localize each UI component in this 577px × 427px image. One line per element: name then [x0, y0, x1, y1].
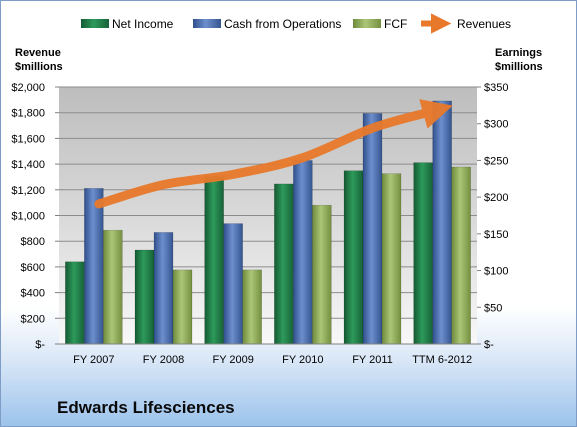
x-tick-label: TTM 6-2012 [412, 354, 472, 366]
x-tick-label: FY 2010 [282, 354, 323, 366]
left-tick-label: $1,600 [11, 133, 45, 145]
right-tick-label: $150 [484, 229, 508, 241]
bar-cash-from-operations [293, 160, 313, 345]
right-tick-label: $50 [484, 302, 502, 314]
left-tick-label: $800 [21, 236, 45, 248]
bars-group [65, 100, 471, 345]
left-tick-label: $- [35, 339, 45, 351]
x-tick-label: FY 2007 [73, 354, 114, 366]
revenue-line [94, 99, 453, 209]
right-tick-label: $250 [484, 155, 508, 167]
legend-swatch-cash-from-operations [193, 19, 221, 28]
bar-cash-from-operations [84, 188, 104, 345]
right-tick-label: $300 [484, 119, 508, 131]
left-tick-label: $400 [21, 288, 45, 300]
left-axis-ticks: $- $200 $400 $600 $800 $1,000 $1,200 $1,400 $1,6… [11, 82, 59, 351]
bar-net-income [134, 249, 155, 345]
left-tick-label: $2,000 [11, 82, 45, 94]
gridlines [59, 86, 477, 319]
right-axis-ticks: $- $50 $100 $150 $200 $250 $300 $350 [477, 82, 508, 351]
bar-net-income [204, 176, 224, 345]
bar-cash-from-operations [153, 232, 174, 345]
right-axis-label-line1: Earnings [495, 47, 542, 59]
right-tick-label: $100 [484, 266, 508, 278]
x-tick-label: FY 2008 [143, 354, 184, 366]
bar-net-income [343, 170, 364, 345]
left-axis-label-line2: $millions [15, 61, 63, 73]
revenue-line-group [94, 99, 453, 209]
left-tick-label: $200 [21, 313, 45, 325]
right-axis-label-line2: $millions [495, 61, 543, 73]
bar-fcf [242, 269, 262, 345]
bar-cash-from-operations [223, 223, 243, 345]
bar-fcf [172, 269, 193, 345]
right-tick-label: $- [484, 339, 494, 351]
x-tick-label: FY 2009 [212, 354, 253, 366]
right-tick-label: $200 [484, 192, 508, 204]
legend-label-fcf: FCF [384, 17, 407, 31]
category-labels: FY 2007 FY 2008 FY 2009 FY 2010 FY 2011 TTM 6… [73, 354, 472, 366]
legend-swatch-net-income [81, 19, 109, 28]
legend-swatch-fcf [353, 19, 381, 28]
left-tick-label: $1,800 [11, 108, 45, 120]
legend: Net Income Cash from Operations FCF Reve… [81, 13, 511, 34]
bar-fcf [103, 229, 123, 345]
legend-label-cash-from-operations: Cash from Operations [224, 17, 341, 31]
left-axis-label-line1: Revenue [15, 47, 61, 59]
legend-label-revenues: Revenues [457, 17, 511, 31]
left-tick-label: $600 [21, 262, 45, 274]
left-tick-label: $1,200 [11, 185, 45, 197]
bar-net-income [274, 183, 294, 345]
bar-fcf [381, 173, 402, 345]
bar-net-income [413, 162, 433, 345]
bar-fcf [451, 166, 471, 345]
legend-label-net-income: Net Income [112, 17, 174, 31]
bar-cash-from-operations [432, 100, 452, 345]
left-tick-label: $1,400 [11, 159, 45, 171]
bar-fcf [312, 204, 332, 345]
chart-title: Edwards Lifesciences [57, 398, 235, 417]
x-tick-label: FY 2011 [352, 354, 393, 366]
left-tick-label: $1,000 [11, 211, 45, 223]
bar-net-income [65, 261, 85, 345]
bar-cash-from-operations [362, 113, 383, 345]
right-tick-label: $350 [484, 82, 508, 94]
